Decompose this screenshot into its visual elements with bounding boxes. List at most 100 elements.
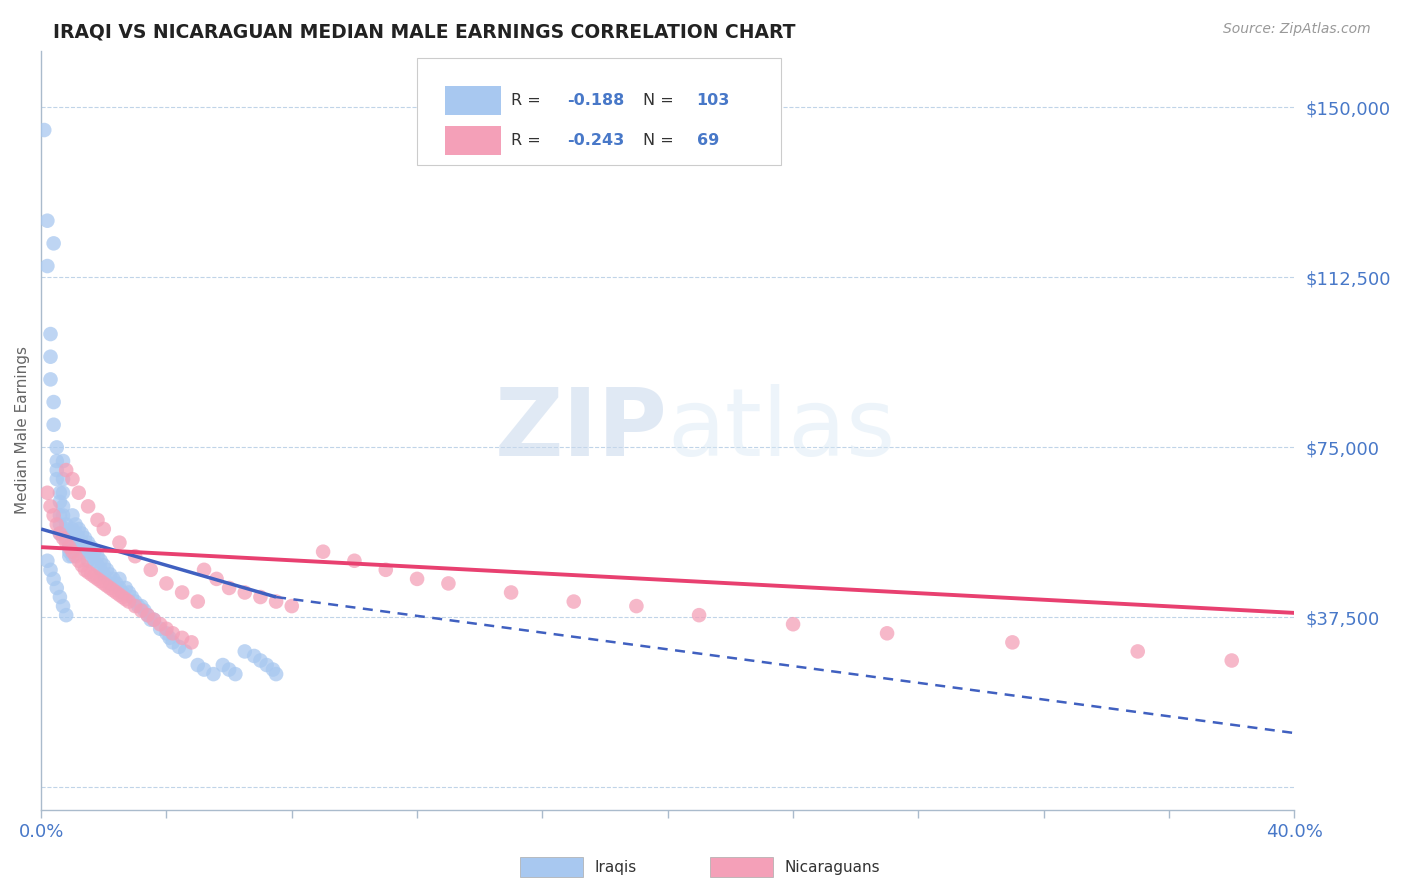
- Point: [42, 236, 65, 251]
- Point: [77, 565, 100, 579]
- Point: [264, 594, 287, 608]
- Point: [111, 585, 134, 599]
- Text: N =: N =: [643, 93, 679, 108]
- Point: [205, 572, 228, 586]
- Text: 69: 69: [696, 133, 718, 148]
- Point: [55, 526, 77, 541]
- Point: [62, 549, 84, 564]
- Point: [218, 663, 240, 677]
- Point: [118, 594, 141, 608]
- Point: [80, 549, 103, 564]
- FancyBboxPatch shape: [444, 126, 501, 155]
- Point: [121, 590, 143, 604]
- Point: [67, 540, 90, 554]
- Point: [114, 581, 136, 595]
- Point: [45, 441, 67, 455]
- Point: [233, 644, 256, 658]
- Point: [65, 535, 87, 549]
- Point: [32, 123, 55, 137]
- Point: [49, 526, 72, 541]
- Point: [193, 663, 215, 677]
- Point: [49, 517, 72, 532]
- Point: [37, 485, 59, 500]
- Point: [39, 350, 62, 364]
- Point: [626, 599, 648, 613]
- Point: [42, 508, 65, 523]
- Point: [142, 613, 165, 627]
- Point: [108, 572, 131, 586]
- Point: [343, 554, 366, 568]
- Text: ZIP: ZIP: [495, 384, 668, 476]
- Point: [67, 531, 90, 545]
- Point: [312, 544, 335, 558]
- Point: [218, 581, 240, 595]
- Point: [1001, 635, 1024, 649]
- Point: [67, 522, 90, 536]
- Point: [62, 540, 84, 554]
- Text: R =: R =: [512, 93, 546, 108]
- Point: [58, 549, 80, 564]
- Point: [114, 592, 136, 607]
- Point: [136, 608, 159, 623]
- Point: [62, 508, 84, 523]
- Point: [101, 572, 124, 586]
- Point: [124, 599, 146, 613]
- Point: [172, 585, 194, 599]
- Point: [134, 604, 156, 618]
- Text: atlas: atlas: [668, 384, 896, 476]
- Point: [70, 526, 93, 541]
- Point: [65, 549, 87, 564]
- Point: [193, 563, 215, 577]
- Point: [73, 540, 96, 554]
- Point: [172, 631, 194, 645]
- Point: [62, 531, 84, 545]
- Point: [52, 485, 75, 500]
- Point: [93, 567, 115, 582]
- Point: [80, 540, 103, 554]
- Point: [249, 590, 271, 604]
- Point: [159, 631, 181, 645]
- Point: [136, 608, 159, 623]
- Point: [39, 563, 62, 577]
- Point: [93, 522, 115, 536]
- Point: [155, 626, 177, 640]
- Point: [139, 613, 162, 627]
- Point: [105, 585, 128, 599]
- Point: [83, 554, 105, 568]
- Point: [233, 585, 256, 599]
- Point: [96, 563, 118, 577]
- Point: [174, 644, 197, 658]
- FancyBboxPatch shape: [444, 86, 501, 115]
- Point: [52, 454, 75, 468]
- Point: [70, 558, 93, 573]
- Point: [55, 535, 77, 549]
- Point: [118, 585, 141, 599]
- Point: [52, 508, 75, 523]
- Point: [83, 544, 105, 558]
- Point: [37, 554, 59, 568]
- Point: [93, 558, 115, 573]
- Point: [65, 517, 87, 532]
- Point: [62, 522, 84, 536]
- Point: [98, 581, 121, 595]
- Point: [108, 588, 131, 602]
- Point: [406, 572, 429, 586]
- Point: [55, 608, 77, 623]
- Point: [55, 517, 77, 532]
- Point: [243, 648, 266, 663]
- Point: [249, 653, 271, 667]
- Point: [37, 213, 59, 227]
- Point: [374, 563, 396, 577]
- Point: [127, 599, 149, 613]
- Point: [224, 667, 246, 681]
- Point: [131, 599, 153, 613]
- Point: [501, 585, 523, 599]
- Point: [49, 485, 72, 500]
- Point: [49, 526, 72, 541]
- Y-axis label: Median Male Earnings: Median Male Earnings: [15, 346, 30, 515]
- Text: -0.188: -0.188: [568, 93, 624, 108]
- FancyBboxPatch shape: [418, 58, 780, 165]
- Point: [264, 667, 287, 681]
- Point: [111, 590, 134, 604]
- Point: [39, 327, 62, 342]
